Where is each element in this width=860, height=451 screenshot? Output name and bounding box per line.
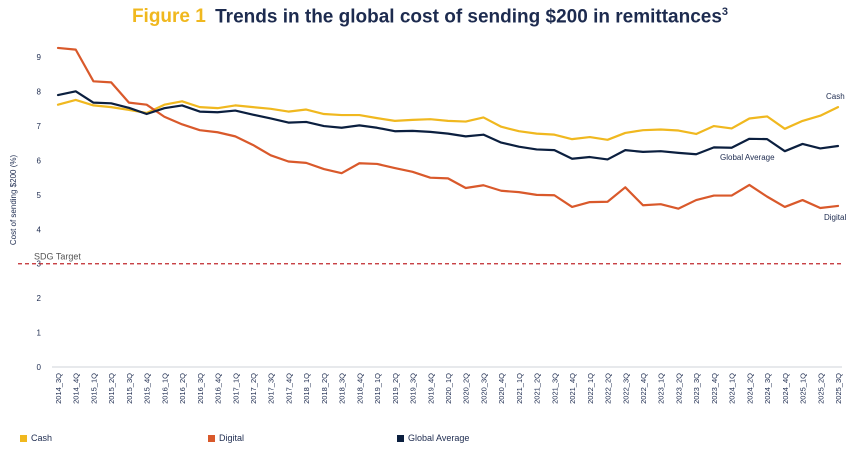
- y-tick-label: 7: [37, 122, 42, 131]
- series-end-label-cash: Cash: [826, 92, 845, 101]
- series-line-cash: [56, 98, 840, 141]
- x-tick-label: 2018_3Q: [338, 373, 347, 404]
- legend-swatch-cash: [20, 434, 27, 442]
- x-tick-label: 2021_4Q: [568, 373, 577, 404]
- series-line-global-average: [56, 90, 840, 161]
- x-tick-label: 2015_1Q: [89, 373, 98, 404]
- x-axis-ticks: 2014_3Q 2014_4Q 2015_1Q 2015_2Q 2015_3Q 2015_…: [54, 373, 843, 404]
- x-tick-label: 2014_3Q: [54, 373, 63, 404]
- y-tick-label: 0: [37, 363, 42, 372]
- x-tick-label: 2018_2Q: [320, 373, 329, 404]
- x-tick-label: 2020_1Q: [444, 373, 453, 404]
- x-tick-label: 2015_2Q: [107, 373, 116, 404]
- x-tick-label: 2016_1Q: [160, 373, 169, 404]
- title-superscript: 3: [721, 6, 729, 18]
- y-axis-label: Cost of sending $200 (%): [9, 155, 18, 246]
- x-tick-label: 2018_4Q: [355, 373, 364, 404]
- sdg-target-label: SDG Target: [34, 252, 81, 262]
- x-tick-label: 2014_4Q: [72, 373, 81, 404]
- x-tick-label: 2019_2Q: [391, 373, 400, 404]
- x-tick-label: 2024_4Q: [781, 373, 790, 404]
- series-end-label-global-average: Global Average: [720, 153, 775, 162]
- x-tick-label: 2017_4Q: [284, 373, 293, 404]
- x-tick-label: 2020_3Q: [479, 373, 488, 404]
- x-tick-label: 2022_4Q: [639, 373, 648, 404]
- x-tick-label: 2020_2Q: [462, 373, 471, 404]
- x-tick-label: 2023_1Q: [657, 373, 666, 404]
- legend-item-global-average: Global Average: [397, 433, 469, 443]
- legend-label-global-average: Global Average: [408, 433, 470, 443]
- x-tick-label: 2017_1Q: [231, 373, 240, 404]
- series-line-digital: [56, 46, 840, 210]
- x-tick-label: 2020_4Q: [497, 373, 506, 404]
- legend-label-cash: Cash: [31, 433, 53, 443]
- x-tick-label: 2023_3Q: [692, 373, 701, 404]
- x-tick-label: 2016_4Q: [214, 373, 223, 404]
- x-tick-label: 2023_4Q: [710, 373, 719, 404]
- chart-title: Figure 1 Trends in the global cost of se…: [0, 6, 860, 28]
- series-lines: [56, 46, 840, 210]
- x-tick-label: 2025_1Q: [799, 373, 808, 404]
- sdg-target-line-group: SDG Target: [18, 252, 842, 265]
- legend: Cash Digital Global Average: [0, 433, 860, 447]
- y-tick-label: 5: [37, 191, 42, 200]
- x-tick-label: 2017_3Q: [267, 373, 276, 404]
- legend-item-digital: Digital: [208, 433, 244, 443]
- title-text: Trends in the global cost of sending $20…: [215, 6, 722, 28]
- x-tick-label: 2018_1Q: [302, 373, 311, 404]
- x-tick-label: 2015_3Q: [125, 373, 134, 404]
- x-tick-label: 2021_3Q: [550, 373, 559, 404]
- x-tick-label: 2023_2Q: [674, 373, 683, 404]
- legend-swatch-global-average: [397, 434, 404, 442]
- legend-item-cash: Cash: [20, 433, 52, 443]
- y-tick-label: 8: [37, 88, 42, 97]
- y-tick-label: 4: [37, 225, 42, 234]
- x-tick-label: 2024_1Q: [728, 373, 737, 404]
- x-tick-label: 2022_3Q: [621, 373, 630, 404]
- legend-swatch-digital: [208, 434, 215, 442]
- x-tick-label: 2016_3Q: [196, 373, 205, 404]
- x-tick-label: 2021_1Q: [515, 373, 524, 404]
- x-tick-label: 2015_4Q: [143, 373, 152, 404]
- x-tick-label: 2025_2Q: [816, 373, 825, 404]
- x-tick-label: 2022_2Q: [604, 373, 613, 404]
- x-tick-label: 2019_3Q: [409, 373, 418, 404]
- x-tick-label: 2024_3Q: [763, 373, 772, 404]
- series-end-label-digital: Digital: [824, 213, 846, 222]
- figure-label: Figure 1: [131, 6, 206, 28]
- x-tick-label: 2017_2Q: [249, 373, 258, 404]
- y-tick-label: 6: [37, 156, 42, 165]
- y-tick-label: 9: [37, 53, 42, 62]
- legend-label-digital: Digital: [219, 433, 245, 443]
- x-tick-label: 2022_1Q: [586, 373, 595, 404]
- x-tick-label: 2021_2Q: [533, 373, 542, 404]
- x-tick-label: 2019_1Q: [373, 373, 382, 404]
- x-tick-label: 2016_2Q: [178, 373, 187, 404]
- x-tick-label: 2024_2Q: [745, 373, 754, 404]
- x-tick-label: 2025_3Q: [834, 373, 843, 404]
- series-end-labels: Cash Digital Global Average: [720, 92, 846, 222]
- y-tick-label: 2: [37, 294, 42, 303]
- x-tick-label: 2019_4Q: [426, 373, 435, 404]
- y-tick-label: 1: [37, 329, 42, 338]
